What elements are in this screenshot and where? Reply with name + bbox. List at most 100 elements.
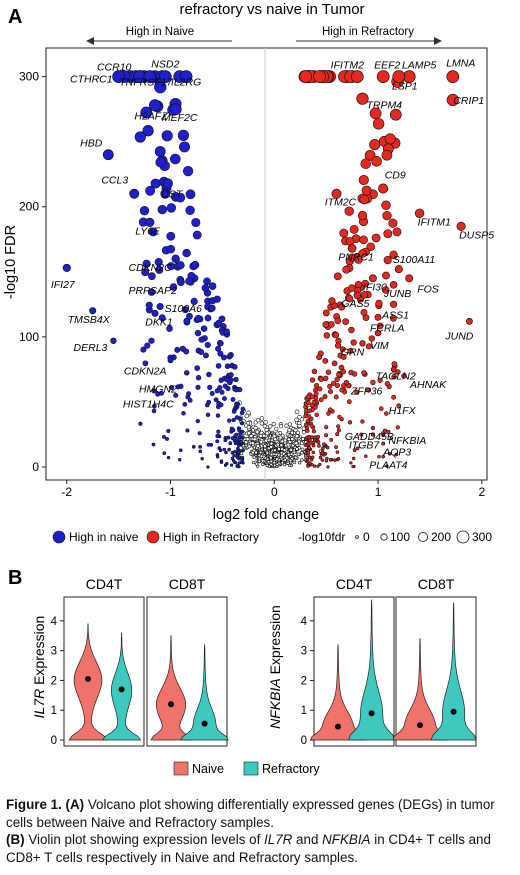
- volcano-point: [261, 462, 265, 467]
- volcano-point: [324, 425, 329, 430]
- volcano-point: [327, 389, 334, 395]
- volcano-point: [222, 396, 227, 402]
- legend-refractory-label: High in Refractory: [163, 530, 259, 544]
- volcano-point: [181, 411, 186, 416]
- volcano-point: [297, 461, 302, 465]
- volcano-point: [269, 441, 274, 446]
- volcano-point: [183, 348, 190, 355]
- volcano-point: [251, 460, 256, 465]
- volcano-point: [232, 453, 236, 458]
- legend-refractory-swatch: [146, 530, 160, 544]
- volcano-point: [326, 411, 331, 416]
- volcano-point: [240, 406, 246, 412]
- volcano-point: [305, 394, 311, 400]
- volcano-point: [335, 450, 340, 454]
- volcano-point-dst: [160, 188, 171, 199]
- volcano-point: [255, 418, 261, 423]
- volcano-point: [213, 295, 221, 303]
- facet-label-cd8t: CD8T: [418, 576, 455, 592]
- volcano-point: [255, 429, 260, 434]
- volcano-point: [342, 265, 351, 274]
- volcano-point: [140, 346, 147, 353]
- volcano-point-gadd45b: [370, 425, 376, 431]
- gene-label-s100a6: S100A6: [165, 303, 203, 315]
- volcano-point: [301, 430, 306, 435]
- gene-label-prpsap2: PRPSAP2: [128, 285, 177, 297]
- volcano-legend: High in naive High in Refractory -log10f…: [52, 530, 492, 544]
- y-tick-label: 200: [19, 200, 39, 214]
- gene-label-ccl3: CCL3: [101, 175, 128, 187]
- volcano-point: [275, 457, 279, 461]
- volcano-point: [271, 421, 276, 427]
- volcano-point: [366, 387, 372, 393]
- volcano-point: [141, 268, 150, 277]
- gene-label-cdkn2a: CDKN2A: [124, 365, 167, 377]
- volcano-point: [195, 375, 202, 381]
- legend-size-100-label: 100: [390, 530, 410, 544]
- direction-arrows: High in Naive High in Refractory: [86, 26, 442, 45]
- volcano-point: [309, 423, 314, 428]
- volcano-point: [215, 363, 222, 369]
- volcano-point: [339, 346, 346, 353]
- volcano-point: [237, 387, 243, 393]
- volcano-point: [237, 435, 242, 440]
- volcano-point: [316, 440, 321, 445]
- volcano-point: [237, 428, 242, 433]
- volcano-point: [350, 339, 357, 346]
- volcano-point-ahnak: [401, 373, 407, 379]
- violin-y-tick-label: 4: [51, 616, 58, 628]
- gene-label-lmna: LMNA: [446, 58, 475, 70]
- violin-legend-naive-label: Naive: [192, 762, 224, 776]
- volcano-point: [332, 331, 340, 339]
- volcano-point: [151, 442, 156, 447]
- panel-b-label: B: [8, 567, 22, 589]
- volcano-point-ifi27: [62, 263, 71, 272]
- volcano-point: [252, 455, 257, 459]
- volcano-point: [185, 277, 193, 286]
- volcano-point-dusp5: [456, 221, 466, 231]
- volcano-point: [155, 265, 164, 274]
- facet-frame-cd8t: [146, 596, 228, 747]
- volcano-point: [278, 424, 284, 429]
- volcano-point: [252, 437, 257, 442]
- volcano-point: [346, 399, 352, 405]
- volcano-point: [169, 283, 178, 291]
- facet-frame-cd4t: [313, 596, 395, 747]
- volcano-point-gas5: [353, 291, 362, 299]
- volcano-point: [347, 253, 357, 262]
- volcano-point: [230, 397, 236, 402]
- volcano-point: [266, 460, 271, 464]
- volcano-point: [217, 350, 224, 357]
- volcano-point: [269, 456, 273, 460]
- gene-label-itm2c: ITM2C: [325, 197, 357, 209]
- volcano-point-h1fx: [396, 403, 402, 409]
- volcano-plot-frame: [45, 47, 488, 481]
- volcano-point: [213, 397, 219, 403]
- volcano-point: [297, 423, 302, 429]
- volcano-point-itgb7: [370, 432, 375, 437]
- volcano-point: [203, 352, 209, 359]
- volcano-point: [323, 332, 330, 339]
- volcano-point: [359, 235, 368, 245]
- volcano-point: [377, 454, 381, 459]
- volcano-point: [181, 306, 189, 314]
- x-tick-label: 2: [478, 485, 485, 499]
- volcano-point: [303, 443, 308, 447]
- volcano-point-junb: [389, 280, 398, 289]
- violin-y-tick-label: 4: [301, 616, 308, 628]
- volcano-point: [148, 227, 158, 237]
- volcano-point: [245, 437, 250, 442]
- violin-mean-cd4t-refractory: [368, 710, 375, 717]
- volcano-point: [351, 464, 355, 469]
- volcano-point: [231, 417, 236, 423]
- volcano-point: [259, 440, 264, 445]
- volcano-point: [382, 271, 390, 280]
- volcano-point: [306, 450, 310, 455]
- gene-label-dusp5: DUSP5: [459, 229, 494, 241]
- volcano-point: [227, 447, 231, 452]
- volcano-point: [313, 404, 318, 410]
- volcano-point: [240, 458, 244, 462]
- volcano-point: [179, 141, 190, 153]
- volcano-point: [230, 436, 235, 441]
- volcano-point: [322, 394, 328, 400]
